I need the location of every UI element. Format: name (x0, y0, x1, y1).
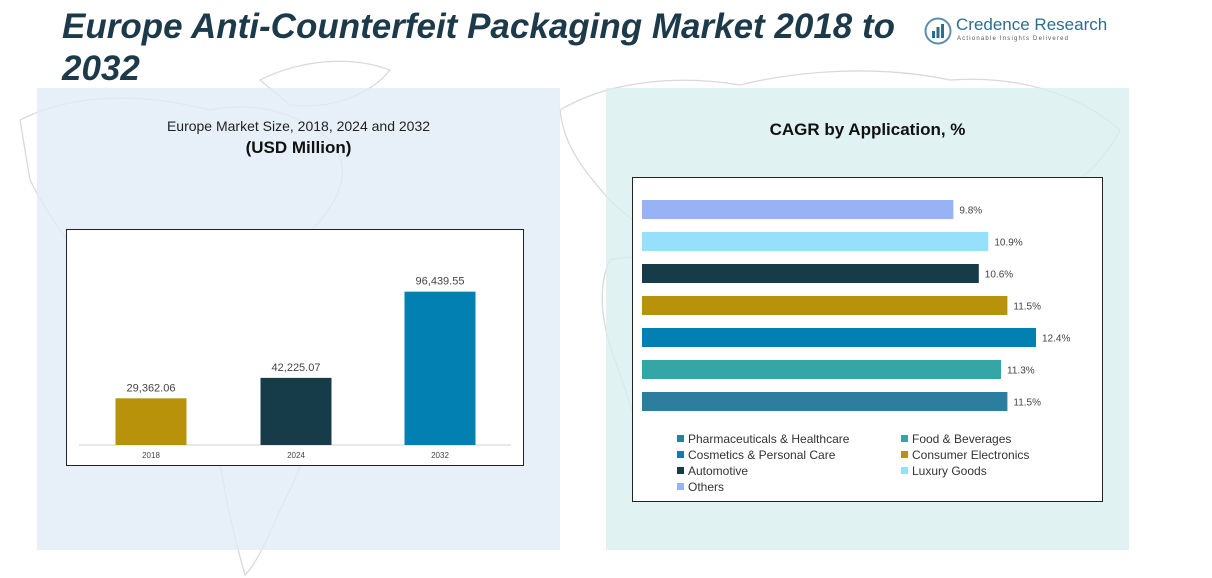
cagr-bar-5 (642, 360, 1002, 379)
legend-item: Food & Beverages (901, 432, 1011, 446)
x-tick-label: 2032 (431, 451, 449, 460)
legend-item: Consumer Electronics (901, 448, 1029, 462)
bar-value-label: 96,439.55 (416, 276, 465, 288)
legend-label: Food & Beverages (912, 432, 1012, 446)
legend-item: Automotive (677, 464, 748, 478)
bar-2018 (115, 398, 187, 445)
legend-swatch (901, 435, 908, 442)
cagr-value-label: 11.5% (1013, 398, 1041, 409)
cagr-bar-4 (642, 328, 1036, 347)
cagr-bar-1 (642, 232, 989, 251)
cagr-value-label: 11.3% (1007, 366, 1035, 377)
legend-item: Luxury Goods (901, 464, 987, 478)
cagr-bar-0 (642, 200, 954, 219)
market-size-title: Europe Market Size, 2018, 2024 and 2032 (166, 118, 431, 134)
cagr-chart-svg: 9.8% 10.9% 10.6% 11.5% 12.4% 11.3% 11.5% (642, 200, 1070, 411)
logo-tagline: Actionable Insights Delivered (957, 36, 1070, 42)
market-size-unit: (USD Million) (245, 138, 352, 157)
legend-swatch (901, 451, 908, 458)
logo-icon (924, 17, 952, 45)
cagr-value-label: 10.6% (985, 270, 1013, 281)
bar-2032 (404, 291, 476, 445)
bar-value-label: 29,362.06 (127, 382, 176, 394)
legend-item: Others (677, 480, 724, 494)
cagr-value-label: 12.4% (1042, 334, 1070, 345)
legend-swatch (677, 467, 684, 474)
x-tick-label: 2018 (142, 451, 160, 460)
bar-value-label: 42,225.07 (272, 362, 321, 374)
legend-label: Consumer Electronics (912, 448, 1030, 462)
legend-label: Luxury Goods (912, 464, 987, 478)
legend-swatch (677, 451, 684, 458)
x-tick-label: 2024 (287, 451, 305, 460)
legend-item: Pharmaceuticals & Healthcare (677, 432, 849, 446)
cagr-bar-2 (642, 264, 979, 283)
cagr-panel: CAGR by Application, % 9.8% 10.9% 10.6% 11.… (606, 88, 1129, 550)
logo-name: Credence Research (956, 15, 1108, 34)
cagr-title: CAGR by Application, % (769, 120, 966, 139)
legend-label: Cosmetics & Personal Care (688, 448, 836, 462)
legend-swatch (677, 483, 684, 490)
credence-research-logo: Credence Research Actionable Insights De… (924, 14, 1114, 50)
cagr-value-label: 11.5% (1013, 302, 1041, 313)
legend-swatch (677, 435, 684, 442)
cagr-value-label: 9.8% (959, 206, 982, 217)
market-size-chart-svg: 29,362.06 2018 42,225.07 2024 96,439.55 2032 (79, 276, 511, 460)
legend-item: Cosmetics & Personal Care (677, 448, 835, 462)
legend-label: Others (688, 480, 725, 494)
legend-label: Pharmaceuticals & Healthcare (688, 432, 850, 446)
cagr-bar-6 (642, 392, 1008, 411)
cagr-value-label: 10.9% (994, 238, 1022, 249)
legend-swatch (901, 467, 908, 474)
market-size-chart: 29,362.06 2018 42,225.07 2024 96,439.55 2032 (66, 229, 524, 466)
market-size-panel: Europe Market Size, 2018, 2024 and 2032 … (37, 88, 560, 550)
cagr-chart: 9.8% 10.9% 10.6% 11.5% 12.4% 11.3% 11.5% Pharm… (632, 177, 1103, 502)
page-title: Europe Anti-Counterfeit Packaging Market… (62, 7, 896, 88)
bar-2024 (260, 377, 332, 445)
cagr-bar-3 (642, 296, 1008, 315)
legend-label: Automotive (688, 464, 749, 478)
